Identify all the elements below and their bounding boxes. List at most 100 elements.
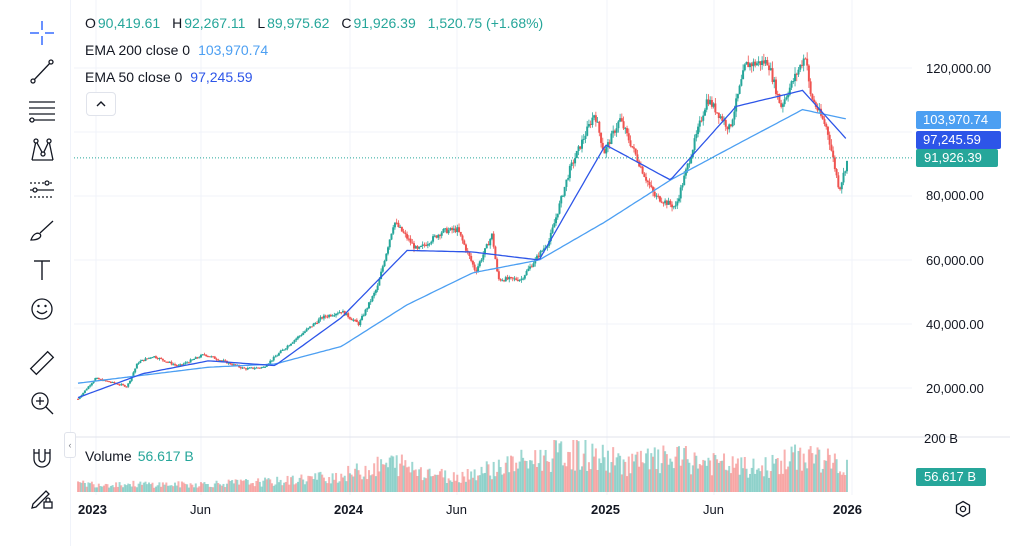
collapse-legend-button[interactable] (86, 92, 116, 116)
candle-body (260, 367, 263, 369)
volume-bar (264, 477, 267, 492)
candle-body (309, 326, 312, 328)
volume-bar (241, 480, 244, 492)
candle-body (470, 255, 473, 261)
volume-bar (286, 475, 289, 492)
candle-body (343, 311, 346, 316)
time-axis[interactable]: 2023 Jun 2024 Jun 2025 Jun 2026 (78, 502, 862, 517)
zoom-in-icon[interactable] (22, 386, 62, 420)
candle-body (788, 87, 791, 95)
volume-bar (376, 456, 379, 492)
close-value: 91,926.39 (353, 15, 416, 31)
candle-body (113, 381, 116, 384)
volume-bar (679, 465, 682, 492)
volume-bar (766, 470, 769, 492)
volume-bar (227, 479, 230, 492)
candle-body (290, 343, 293, 346)
candle-body (558, 203, 561, 214)
candle-body (568, 166, 571, 179)
magnet-icon[interactable] (22, 440, 62, 474)
ema200-value: 103,970.74 (198, 42, 269, 58)
volume-bar (451, 481, 454, 492)
volume-bar (387, 467, 390, 492)
candle-body (173, 364, 176, 366)
volume-bar (710, 475, 713, 492)
text-icon[interactable] (22, 253, 62, 287)
high-value: 92,267.11 (184, 15, 246, 31)
volume-bar (634, 454, 637, 492)
volume-bar (762, 476, 765, 492)
candle-body (213, 356, 216, 359)
volume-bar (175, 485, 178, 492)
candle-body (307, 327, 310, 330)
volume-bar (191, 484, 194, 492)
last-price-badge-text: 91,926.39 (924, 150, 982, 165)
volume-bar (83, 482, 86, 492)
volume-bar (260, 486, 263, 492)
price-candles (77, 52, 848, 400)
volume-bar (290, 477, 293, 492)
candle-body (374, 290, 377, 293)
volume-bar (258, 481, 261, 492)
candle-body (641, 166, 644, 174)
candle-body (527, 268, 530, 272)
lock-drawings-icon[interactable] (22, 480, 62, 514)
price-axis[interactable]: 120,000.00 80,000.00 60,000.00 40,000.00… (926, 61, 991, 396)
candle-body (496, 259, 499, 272)
volume-bar (208, 486, 211, 492)
volume-bar (527, 468, 530, 492)
volume-bar (676, 446, 679, 492)
ruler-icon[interactable] (22, 346, 62, 380)
volume-bar (800, 470, 803, 492)
volume-bar (213, 483, 216, 492)
candle-body (523, 275, 526, 279)
volume-bar (296, 481, 299, 492)
candle-body (845, 160, 848, 172)
chart-settings-button[interactable] (952, 498, 974, 520)
brush-icon[interactable] (22, 213, 62, 247)
volume-bar (572, 440, 575, 492)
fib-retracement-icon[interactable] (22, 93, 62, 127)
candle-body (208, 356, 211, 358)
price-tick: 60,000.00 (926, 253, 984, 268)
volume-bar (842, 472, 845, 492)
emoji-icon[interactable] (22, 292, 62, 326)
candle-body (724, 120, 727, 127)
volume-bar (430, 476, 433, 492)
prediction-icon[interactable] (22, 173, 62, 207)
candle-body (165, 361, 168, 363)
candle-body (634, 148, 637, 155)
change-value: 1,520.75 (+1.68%) (427, 15, 544, 31)
candle-body (485, 244, 488, 249)
candle-body (90, 383, 93, 386)
trend-line-icon[interactable] (22, 54, 62, 88)
candle-body (331, 315, 334, 317)
candle-body (813, 99, 816, 103)
pattern-icon[interactable] (22, 133, 62, 167)
volume-bar (820, 472, 823, 492)
volume-bar (371, 474, 374, 492)
candle-body (262, 366, 265, 368)
volume-bar (109, 485, 112, 492)
collapse-toolbar-button[interactable]: ‹ (64, 432, 76, 458)
candle-body (269, 360, 272, 364)
volume-bar (574, 470, 577, 492)
volume-bar (302, 479, 305, 492)
volume-legend[interactable]: Volume 56.617 B (85, 448, 194, 464)
candle-body (781, 104, 784, 107)
crosshair-icon[interactable] (22, 16, 62, 50)
volume-bar (660, 463, 663, 492)
volume-bar (331, 473, 334, 492)
candle-body (397, 222, 400, 227)
candle-body (303, 331, 306, 333)
volume-bar (229, 480, 232, 492)
volume-bar (523, 460, 526, 492)
candle-body (319, 317, 322, 320)
candle-body (380, 271, 383, 279)
ema200-legend[interactable]: EMA 200 close 0 103,970.74 (85, 42, 270, 58)
volume-bar (726, 470, 729, 492)
ema50-legend[interactable]: EMA 50 close 0 97,245.59 (85, 69, 255, 85)
candle-body (404, 232, 407, 235)
candle-body (504, 277, 507, 282)
